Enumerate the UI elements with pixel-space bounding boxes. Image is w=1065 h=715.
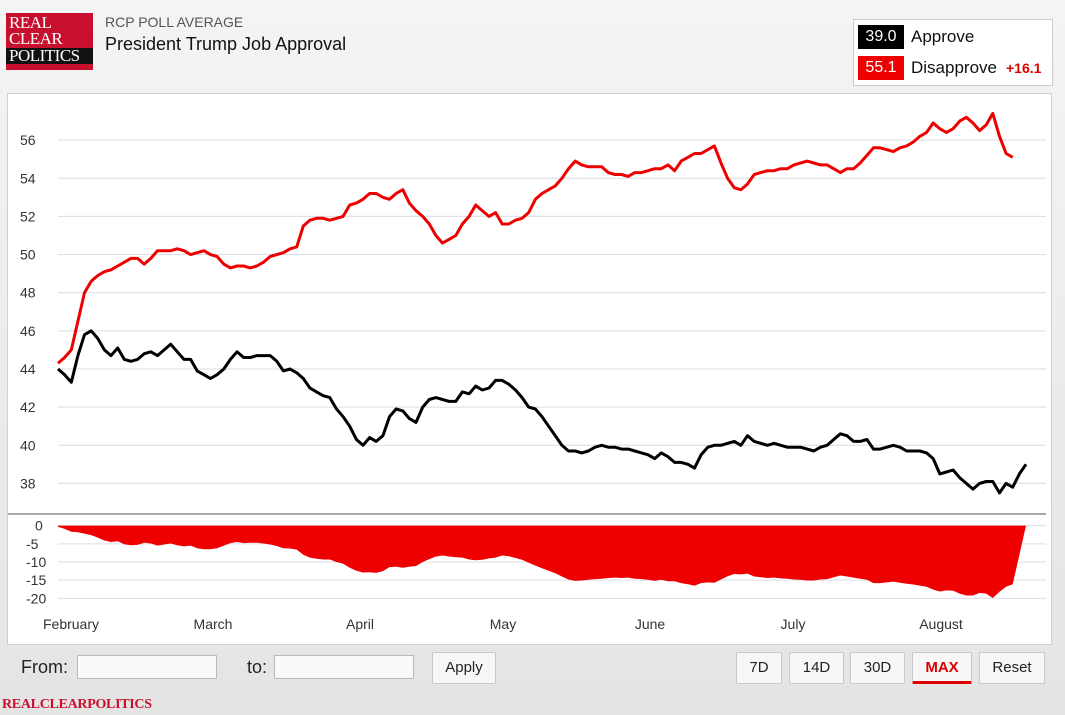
x-tick-label: February [43,616,99,632]
spread-y-tick-label: -10 [26,554,46,570]
spread-y-tick-label: -20 [26,590,46,606]
range-30d-button[interactable]: 30D [850,652,905,684]
main-y-tick-label: 42 [20,399,36,415]
disapprove-value-badge: 55.1 [858,56,904,80]
spread-y-tick-label: -15 [26,572,46,588]
chart-area[interactable]: 38 40 42 44 46 48 50 52 54 56 0 -5 -10 -15 -20 Februa… [7,93,1052,645]
spread-area [58,525,1026,598]
date-controls: From: to: Apply 7D 14D 30D MAX Reset [7,645,1052,693]
main-y-tick-label: 38 [20,475,36,491]
header: REAL CLEAR POLITICS RCP POLL AVERAGE Pre… [0,0,1065,92]
spread-value: +16.1 [1006,60,1042,76]
chart-title: President Trump Job Approval [105,34,347,54]
spread-y-tick-label: 0 [35,518,43,534]
main-y-tick-label: 40 [20,437,36,453]
approve-label: Approve [911,27,975,46]
disapprove-line [57,111,1014,365]
footer-brand: REALCLEARPOLITICS [2,697,152,712]
chart-svg[interactable]: 38 40 42 44 46 48 50 52 54 56 0 -5 -10 -15 -20 Februa… [8,94,1053,646]
main-y-tick-label: 56 [20,132,36,148]
approve-value-badge: 39.0 [858,25,904,49]
x-tick-label: May [490,616,516,632]
legend-box: 39.0 Approve 55.1 Disapprove +16.1 [853,19,1053,86]
apply-button[interactable]: Apply [432,652,496,684]
x-tick-label: June [635,616,666,632]
from-date-input[interactable] [77,655,217,679]
x-tick-label: August [919,616,963,632]
range-max-button[interactable]: MAX [912,652,972,684]
legend-disapprove: 55.1 Disapprove +16.1 [858,56,1041,80]
logo-line-1: REAL [9,13,52,32]
main-y-tick-label: 54 [20,170,36,186]
poll-average-kicker: RCP POLL AVERAGE [105,14,244,30]
main-y-tick-label: 48 [20,285,36,301]
from-label: From: [21,657,68,677]
to-date-input[interactable] [274,655,414,679]
spread-y-tick-label: -5 [26,536,39,552]
reset-button[interactable]: Reset [979,652,1045,684]
range-7d-button[interactable]: 7D [736,652,782,684]
disapprove-label: Disapprove [911,58,997,77]
rcp-logo: REAL CLEAR POLITICS [6,13,93,70]
legend-approve: 39.0 Approve [858,25,974,49]
x-tick-label: April [346,616,374,632]
x-tick-label: March [194,616,233,632]
main-y-tick-label: 52 [20,208,36,224]
to-label: to: [247,657,268,677]
main-y-tick-label: 50 [20,247,36,263]
main-y-tick-label: 44 [20,361,36,377]
logo-line-2: CLEAR [9,29,63,48]
range-14d-button[interactable]: 14D [789,652,844,684]
logo-line-3: POLITICS [6,47,93,64]
approve-line [57,329,1028,495]
main-y-tick-label: 46 [20,323,36,339]
x-tick-label: July [781,616,806,632]
